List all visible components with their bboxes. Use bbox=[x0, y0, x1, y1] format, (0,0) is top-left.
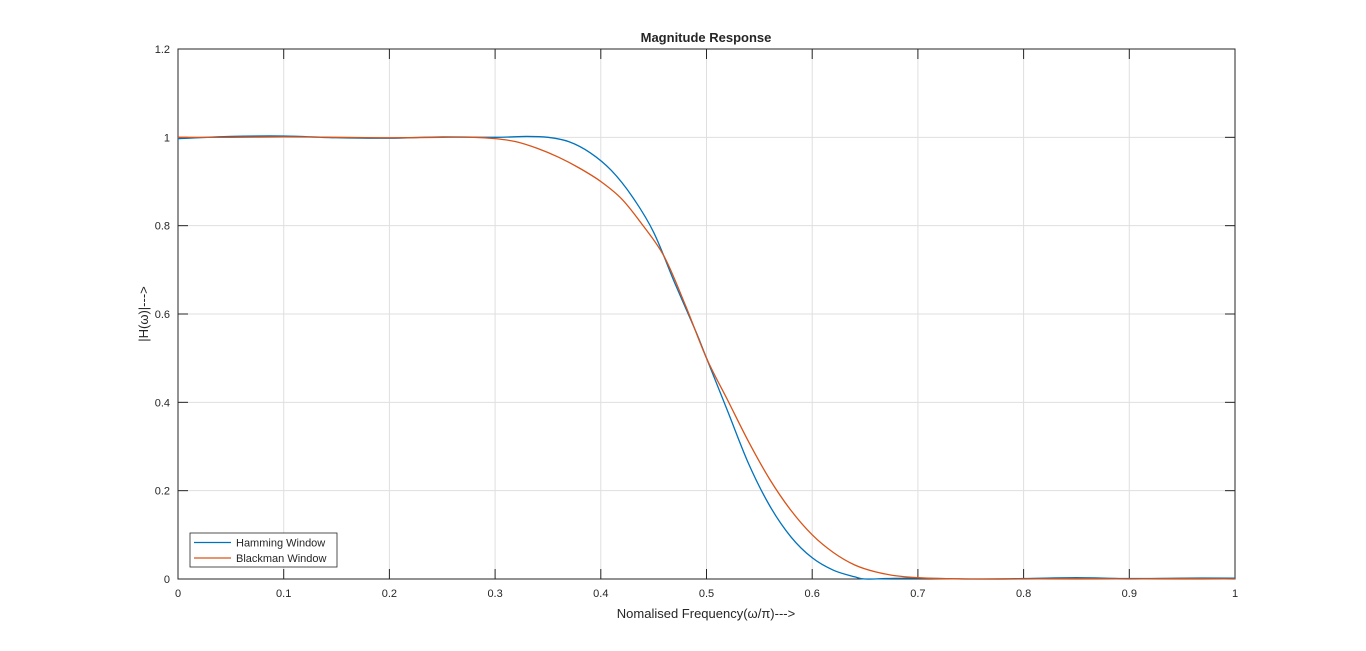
y-tick-label: 0.2 bbox=[155, 486, 170, 498]
y-tick-label: 0.4 bbox=[155, 397, 170, 409]
series-line-blackman bbox=[177, 136, 1236, 580]
x-tick-label: 0.4 bbox=[593, 588, 608, 600]
y-tick-label: 0.8 bbox=[155, 221, 170, 233]
y-tick-label: 0 bbox=[164, 574, 170, 586]
x-tick-label: 0.8 bbox=[1016, 588, 1031, 600]
x-tick-label: 0.9 bbox=[1122, 588, 1137, 600]
legend[interactable]: Hamming Window Blackman Window bbox=[189, 532, 338, 568]
axis-ticks: 0 0.1 0.2 0.3 0.4 0.5 0.6 0.7 0.8 0.9 1 0 0.2 0.4 0.6 0… bbox=[155, 44, 1238, 600]
y-tick-label: 1 bbox=[164, 132, 170, 144]
x-tick-label: 0 bbox=[175, 588, 181, 600]
y-axis-label: |H(ω)|---> bbox=[136, 286, 151, 342]
x-tick-label: 0.1 bbox=[276, 588, 291, 600]
x-tick-label: 0.7 bbox=[910, 588, 925, 600]
y-tick-label: 1.2 bbox=[155, 44, 170, 56]
chart-title: Magnitude Response bbox=[641, 30, 772, 45]
legend-box bbox=[189, 532, 338, 568]
x-tick-label: 0.3 bbox=[487, 588, 502, 600]
x-tick-label: 0.5 bbox=[699, 588, 714, 600]
x-tick-label: 0.2 bbox=[382, 588, 397, 600]
x-tick-label: 0.6 bbox=[805, 588, 820, 600]
x-tick-label: 1 bbox=[1232, 588, 1238, 600]
plot-lines bbox=[177, 135, 1236, 580]
legend-label-hamming: Hamming Window bbox=[236, 538, 325, 550]
x-axis-label: Nomalised Frequency(ω/π)---> bbox=[617, 606, 795, 621]
legend-label-blackman: Blackman Window bbox=[236, 553, 327, 565]
y-tick-label: 0.6 bbox=[155, 309, 170, 321]
